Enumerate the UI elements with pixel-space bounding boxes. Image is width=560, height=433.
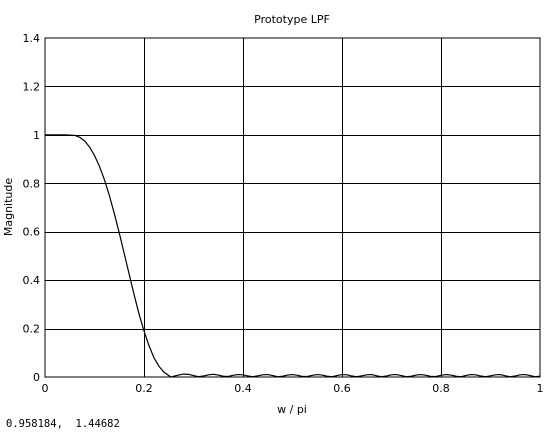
x-axis-label: w / pi (277, 403, 307, 416)
y-tick-label: 0.6 (23, 226, 41, 239)
x-tick-label: 0.4 (234, 382, 252, 395)
x-tick-label: 0.2 (135, 382, 153, 395)
y-tick-label: 0.4 (23, 274, 41, 287)
y-axis-label: Magnitude (2, 178, 15, 237)
y-tick-label: 1 (33, 129, 40, 142)
y-tick-label: 1.2 (23, 80, 41, 93)
x-tick-label: 0 (42, 382, 49, 395)
x-tick-label: 0.6 (333, 382, 351, 395)
y-axis-ticks: 0 0.2 0.4 0.6 0.8 1 1.2 1.4 (23, 32, 41, 384)
grid-lines (45, 38, 540, 377)
cursor-coordinate-readout: 0.958184, 1.44682 (6, 418, 120, 430)
x-axis-ticks: 0 0.2 0.4 0.6 0.8 1 (42, 382, 544, 395)
y-tick-label: 0.2 (23, 323, 41, 336)
plot-area-frame (44, 37, 541, 378)
y-tick-label: 0 (33, 371, 40, 384)
chart-title: Prototype LPF (254, 13, 330, 26)
y-tick-label: 1.4 (23, 32, 41, 45)
x-tick-label: 0.8 (432, 382, 450, 395)
x-tick-label: 1 (537, 382, 544, 395)
y-tick-label: 0.8 (23, 177, 41, 190)
